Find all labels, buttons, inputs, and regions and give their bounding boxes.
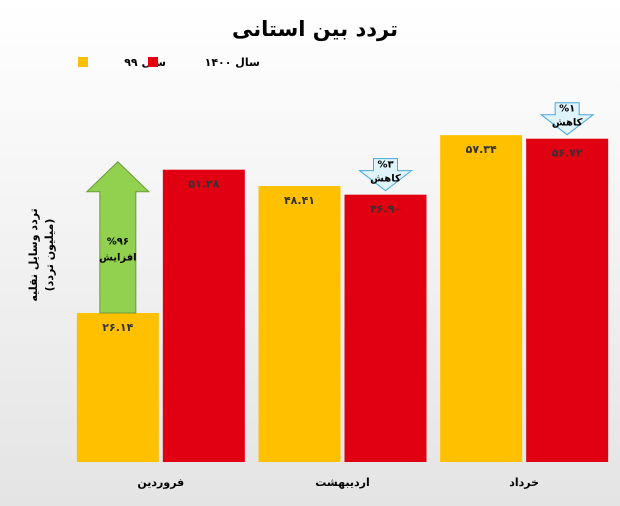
y-label-line: (میلیون تردد)	[43, 219, 56, 292]
legend-swatch	[148, 57, 158, 67]
annotation-text: افزایش	[99, 252, 137, 263]
value-label: ۵۶.۷۲	[552, 147, 583, 160]
y-label-line: تردد وسایل نقلیه	[27, 208, 40, 301]
value-label: ۴۶.۹۰	[370, 203, 401, 216]
value-label: ۲۶.۱۴	[102, 321, 133, 334]
annotation-text: کاهش	[552, 118, 583, 129]
bar	[526, 138, 609, 463]
value-label: ۵۷.۳۴	[466, 143, 497, 156]
y-axis-label: تردد وسایل نقلیه (میلیون تردد)	[27, 208, 56, 301]
bar	[258, 186, 341, 463]
x-tick-label: اردیبهشت	[315, 476, 369, 489]
annotation-percent: %۱	[559, 104, 575, 115]
value-label: ۵۱.۲۸	[188, 178, 219, 191]
chart-title: تردد بین استانی	[232, 17, 398, 41]
bar	[162, 169, 245, 463]
x-tick-label: فروردین	[137, 476, 184, 489]
bar	[344, 194, 427, 463]
decrease-arrow	[358, 158, 413, 192]
bar	[76, 313, 159, 462]
x-tick-label: خرداد	[509, 476, 539, 489]
annotation-percent: %۹۶	[107, 236, 129, 247]
annotation-percent: %۳	[377, 160, 393, 171]
bar	[440, 135, 523, 463]
annotation-text: کاهش	[370, 174, 401, 185]
decrease-arrow	[539, 102, 595, 136]
value-label: ۴۸.۴۱	[284, 194, 315, 207]
legend-swatch	[78, 57, 88, 67]
increase-arrow	[85, 161, 151, 314]
legend-label: سال ۹۹	[124, 56, 166, 69]
legend-label: سال ۱۴۰۰	[205, 56, 260, 69]
